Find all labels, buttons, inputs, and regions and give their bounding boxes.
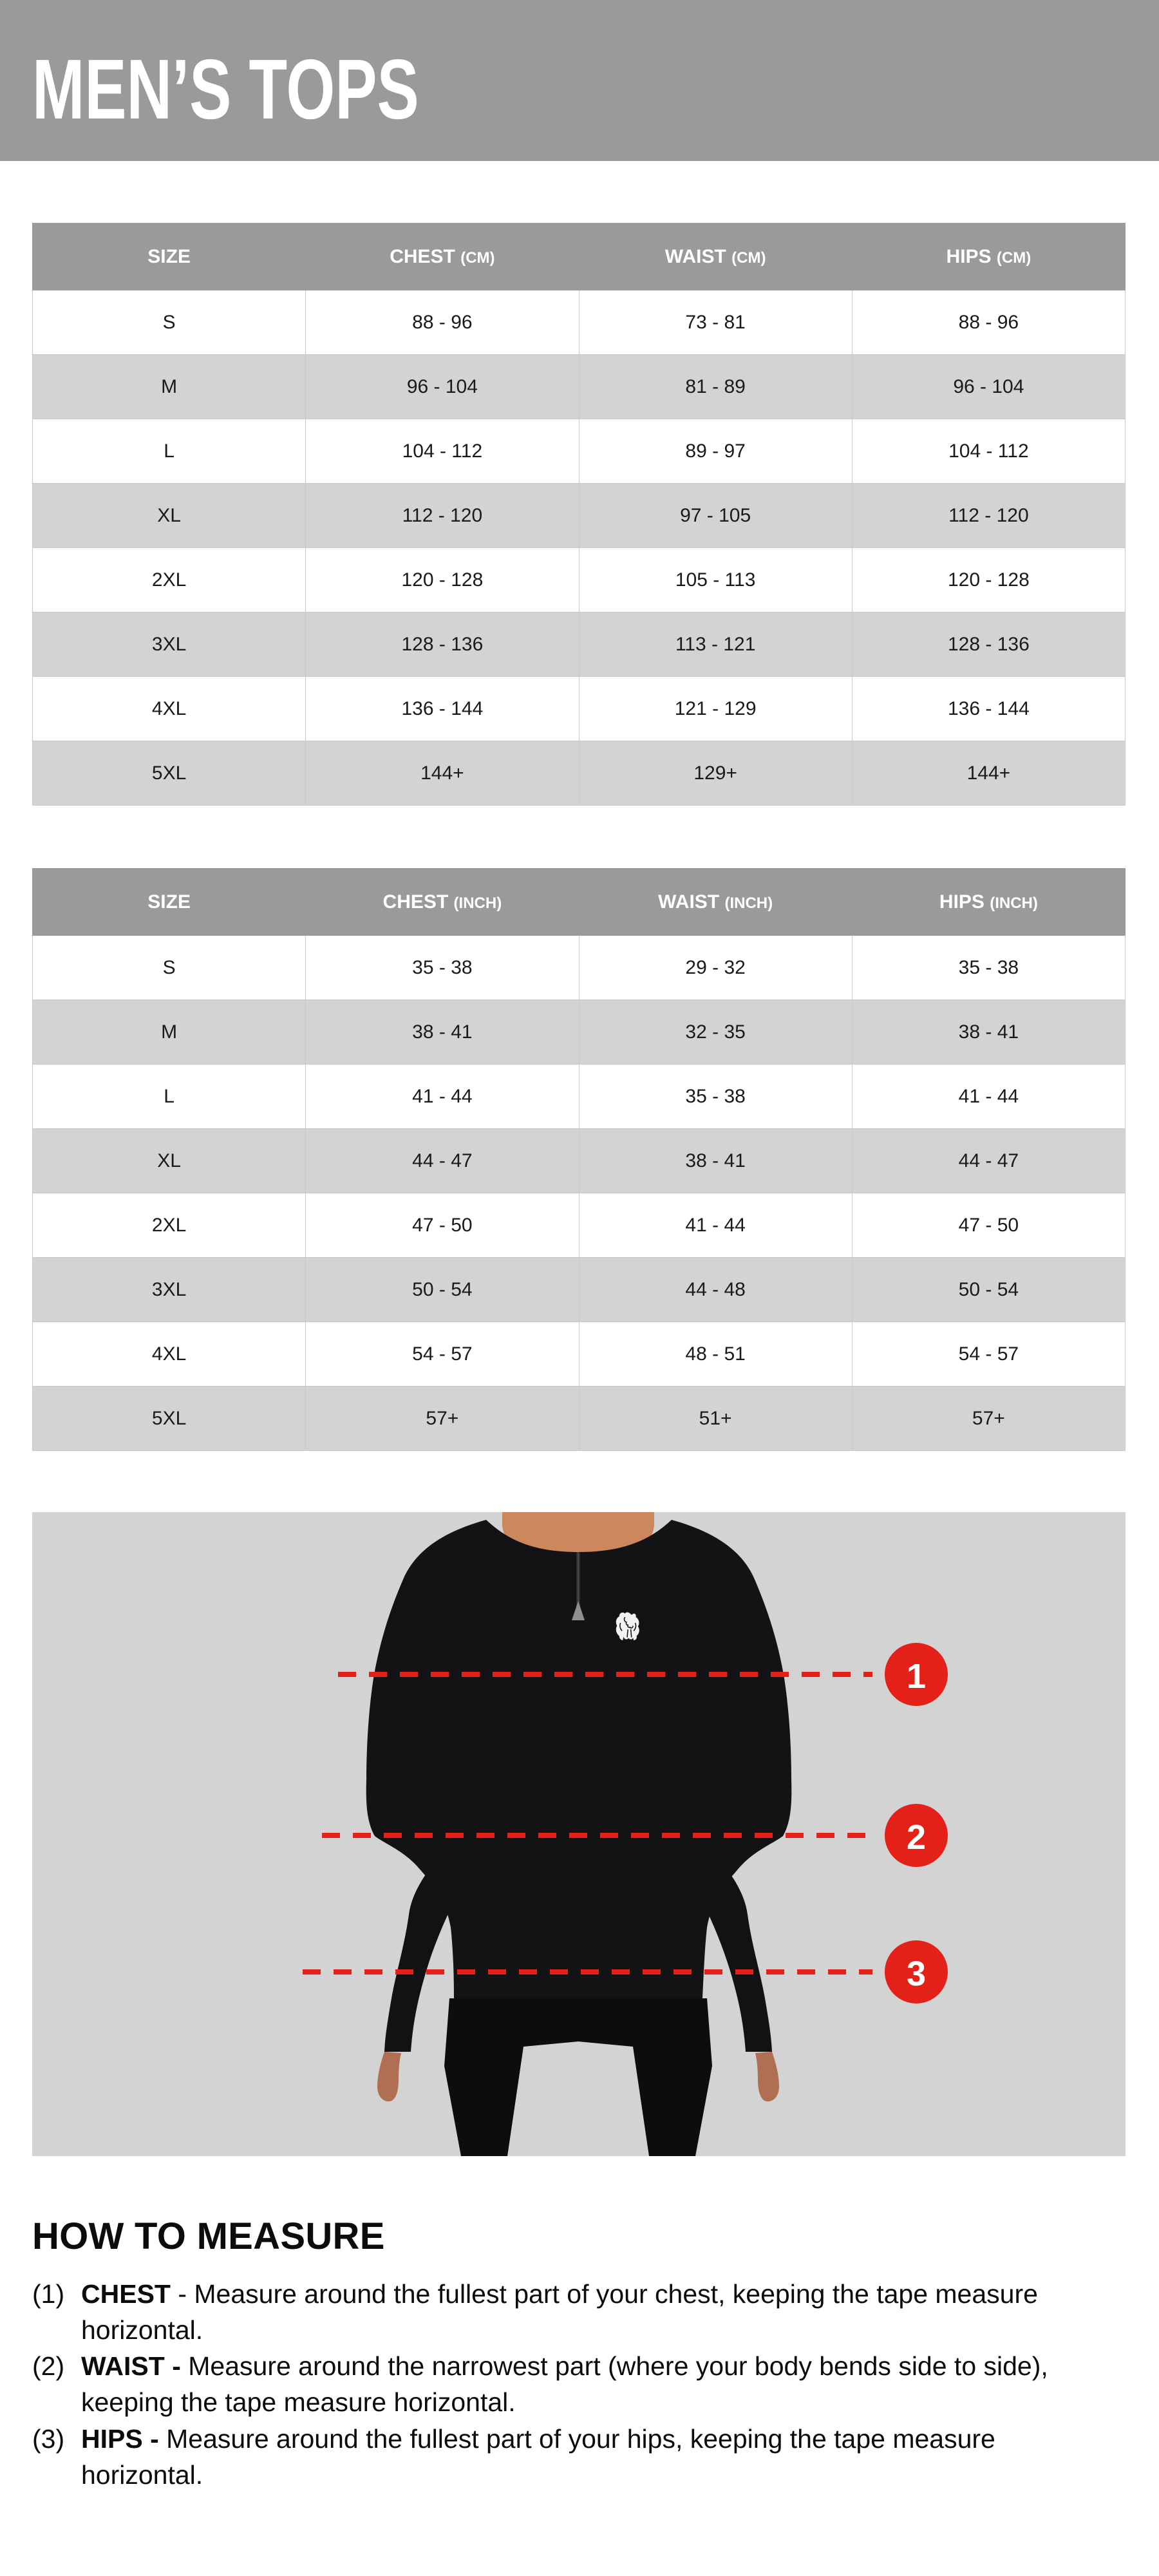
svg-text:3: 3 (907, 1955, 926, 1993)
svg-text:2: 2 (907, 1818, 926, 1857)
svg-text:1: 1 (907, 1657, 926, 1696)
